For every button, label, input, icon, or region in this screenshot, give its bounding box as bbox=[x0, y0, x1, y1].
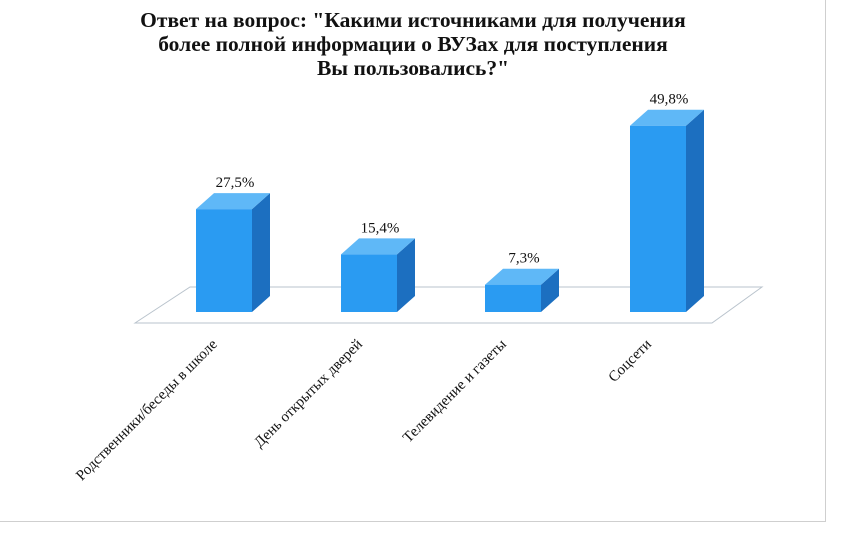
category-label-0: Родственники/беседы в школе bbox=[73, 336, 221, 484]
bar-top-2 bbox=[485, 268, 559, 285]
bar-top-1 bbox=[341, 238, 415, 255]
bar-side-2 bbox=[541, 268, 559, 312]
bar-1 bbox=[341, 254, 397, 312]
bar-2 bbox=[485, 284, 541, 312]
category-label-2: Телевидение и газеты bbox=[400, 337, 510, 447]
bar-side-1 bbox=[397, 238, 415, 312]
data-label-3: 49,8% bbox=[650, 92, 689, 108]
category-label-1: День открытых дверей bbox=[251, 337, 365, 451]
chart-floor bbox=[133, 286, 764, 324]
bar-top-3 bbox=[630, 109, 704, 126]
category-label-3: Соцсети bbox=[606, 337, 655, 386]
bar-3 bbox=[630, 125, 686, 312]
chart-title-line-2: более полной информации о ВУЗах для пост… bbox=[158, 32, 668, 56]
chart-title: Ответ на вопрос: "Какими источниками для… bbox=[40, 8, 786, 80]
bar-side-0 bbox=[252, 193, 270, 312]
chart-frame bbox=[0, 0, 826, 522]
chart-title-line-3: Вы пользовались?" bbox=[316, 56, 510, 80]
chart-title-line-1: Ответ на вопрос: "Какими источниками для… bbox=[140, 8, 686, 32]
data-label-1: 15,4% bbox=[361, 220, 400, 236]
data-label-2: 7,3% bbox=[508, 251, 539, 267]
bar-top-0 bbox=[196, 193, 270, 210]
data-label-0: 27,5% bbox=[216, 175, 255, 191]
bar-0 bbox=[196, 209, 252, 312]
bar-side-3 bbox=[686, 109, 704, 312]
